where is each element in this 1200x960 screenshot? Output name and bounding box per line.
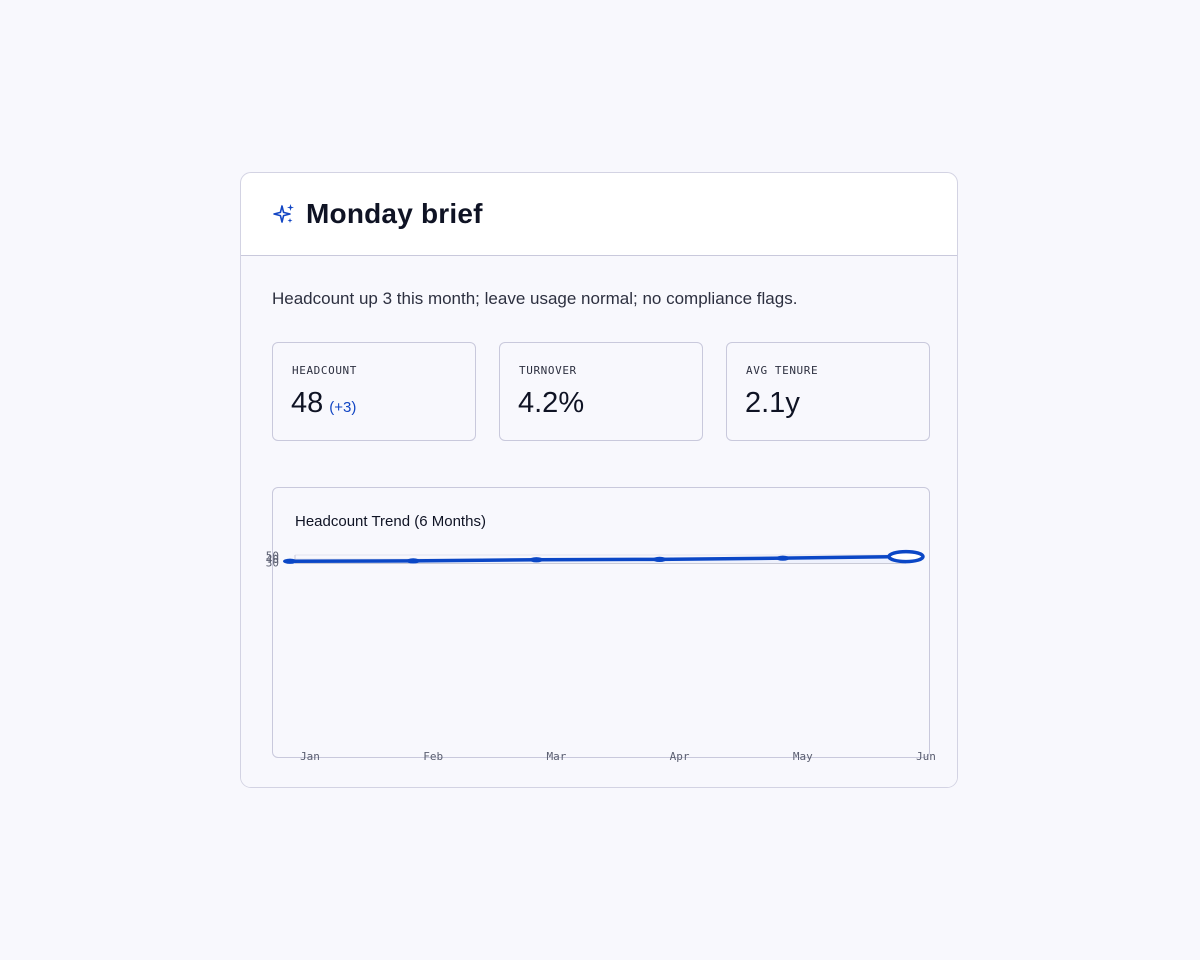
data-point <box>283 558 297 564</box>
data-point <box>529 557 544 563</box>
kpi-label: AVG TENURE <box>746 364 819 377</box>
chart-title: Headcount Trend (6 Months) <box>295 513 486 530</box>
kpi-value: 48 (+3) <box>291 387 356 420</box>
kpi-delta: (+3) <box>329 399 357 416</box>
x-tick-label: Jun <box>916 750 936 763</box>
x-tick-label: Feb <box>423 750 443 763</box>
sparkle-icon <box>273 204 294 223</box>
y-tick-label: 50 <box>266 549 279 562</box>
card-header: Monday brief <box>241 173 957 256</box>
x-tick-label: Mar <box>546 750 566 763</box>
kpi-label: TURNOVER <box>519 364 577 377</box>
kpi-turnover: TURNOVER 4.2% <box>499 342 703 441</box>
kpi-label: HEADCOUNT <box>292 364 358 377</box>
y-tick-label: 30 <box>266 557 279 570</box>
card-title: Monday brief <box>306 198 483 229</box>
x-tick-label: Jan <box>300 750 320 763</box>
card-body: Headcount up 3 this month; leave usage n… <box>241 256 957 787</box>
data-point <box>406 558 421 564</box>
data-point <box>652 556 667 562</box>
kpi-headcount: HEADCOUNT 48 (+3) <box>272 342 476 441</box>
kpi-value-number: 48 <box>291 387 324 419</box>
data-point <box>775 555 790 561</box>
series-line <box>288 554 908 564</box>
x-tick-label: Apr <box>670 750 690 763</box>
y-tick-label: 40 <box>266 553 279 566</box>
chart-card <box>272 487 930 758</box>
kpi-value: 2.1y <box>745 387 800 419</box>
data-point-highlight <box>887 549 925 564</box>
kpi-value: 4.2% <box>518 387 585 419</box>
monday-brief-card: Monday brief Headcount up 3 this month; … <box>240 172 958 788</box>
x-tick-label: May <box>793 750 813 763</box>
kpi-avg-tenure: AVG TENURE 2.1y <box>726 342 930 441</box>
summary-text: Headcount up 3 this month; leave usage n… <box>272 289 798 308</box>
